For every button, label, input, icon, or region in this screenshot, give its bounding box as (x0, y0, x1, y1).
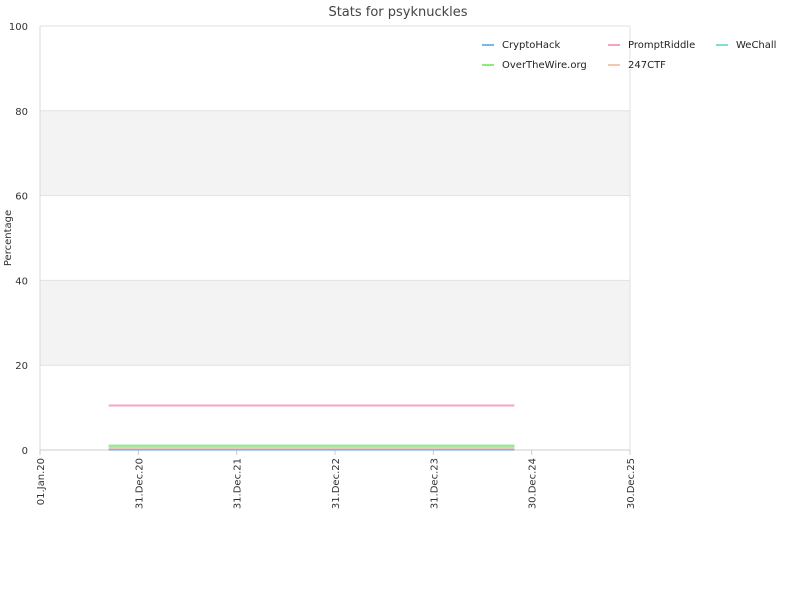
y-tick-label: 80 (15, 107, 28, 118)
x-axis: 01.Jan.20 31.Dec.20 31.Dec.21 31.Dec.22 31.D… (36, 450, 637, 509)
series-layer (108, 404, 515, 451)
y-tick-label: 20 (15, 361, 28, 372)
y-axis-label: Percentage (3, 210, 14, 266)
x-tick-label: 30.Dec.25 (626, 458, 637, 509)
y-tick-label: 40 (15, 276, 28, 287)
x-tick-label: 30.Dec.24 (528, 458, 539, 509)
legend-label-wechall: WeChall (736, 40, 776, 51)
grid-band (40, 280, 630, 366)
legend-label-overthewire-org: OverTheWire.org (502, 60, 587, 71)
chart-title: Stats for psyknuckles (328, 5, 467, 20)
grid-band (40, 110, 630, 196)
plot-area (39, 25, 631, 451)
x-tick-label: 31.Dec.21 (233, 458, 244, 509)
x-tick-label: 01.Jan.20 (36, 458, 47, 505)
y-tick-label: 0 (22, 446, 28, 457)
x-tick-label: 31.Dec.22 (331, 458, 342, 509)
legend-label-247ctf: 247CTF (628, 60, 666, 71)
y-axis: 0 20 40 60 80 100 (9, 22, 28, 457)
legend: CryptoHack PromptRiddle WeChall OverTheWire… (482, 40, 776, 71)
y-tick-label: 100 (9, 22, 28, 33)
x-tick-label: 31.Dec.23 (429, 458, 440, 509)
x-tick-label: 31.Dec.20 (134, 458, 145, 509)
legend-label-promptriddle: PromptRiddle (628, 40, 695, 51)
legend-label-cryptohack: CryptoHack (502, 40, 561, 51)
y-tick-label: 60 (15, 192, 28, 203)
